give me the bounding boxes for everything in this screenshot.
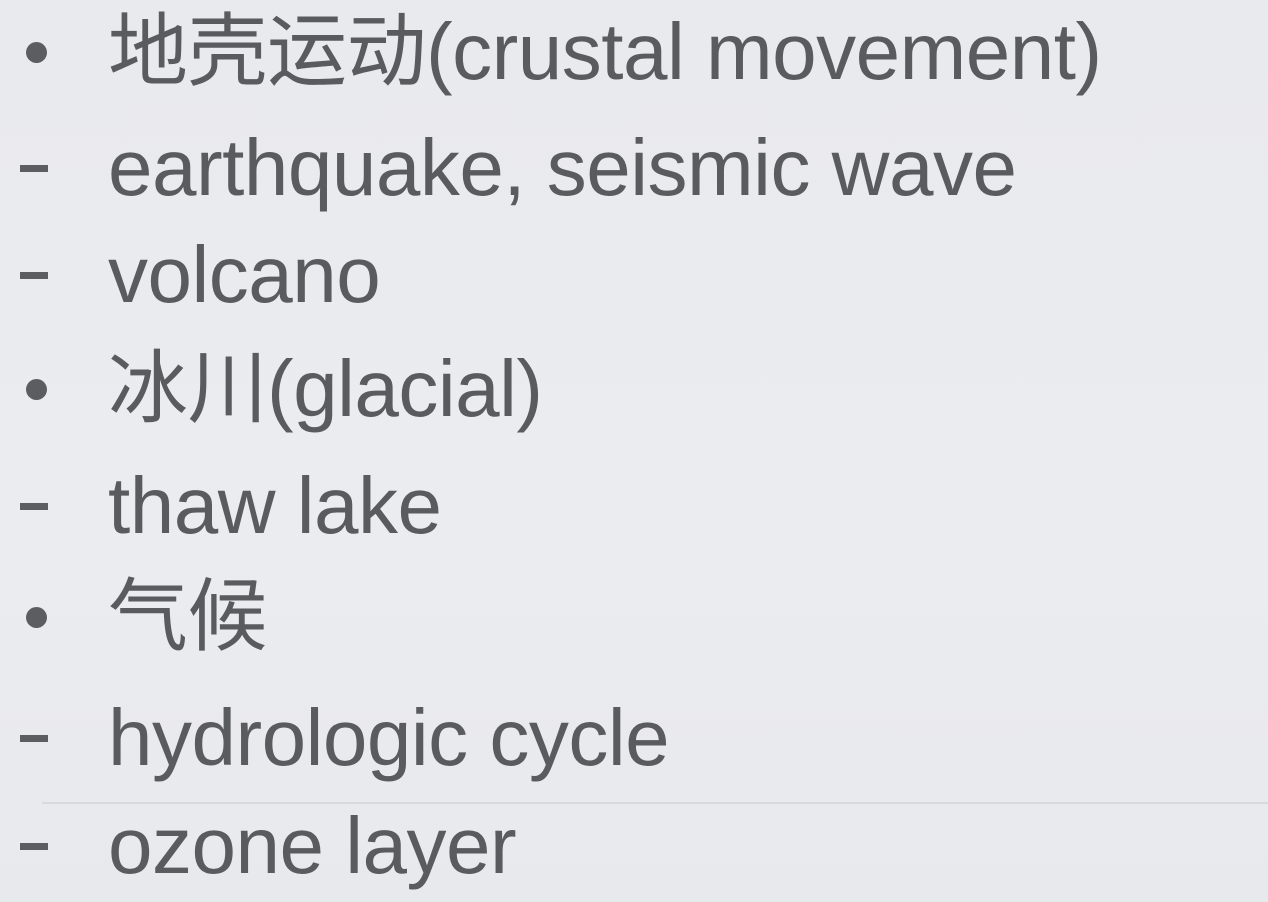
dash-marker <box>0 787 80 902</box>
dash-marker <box>0 447 80 565</box>
divider <box>42 802 1268 804</box>
list-item-text: 地壳运动(crustal movement) <box>108 7 1102 96</box>
list-item-text: ozone layer <box>108 801 517 890</box>
bullet-marker <box>0 558 80 676</box>
list-item-text: 气候 <box>108 572 268 661</box>
bullet-marker <box>0 330 80 448</box>
list-item-text: 冰川(glacial) <box>108 344 543 433</box>
list-item-text: volcano <box>108 230 381 319</box>
dash-marker <box>0 216 80 334</box>
bullet-marker <box>0 0 80 111</box>
dash-marker <box>0 109 80 227</box>
dash-marker <box>0 679 80 797</box>
list-item-text: earthquake, seismic wave <box>108 123 1017 212</box>
list-item-text: hydrologic cycle <box>108 693 670 782</box>
list-item-text: thaw lake <box>108 461 442 550</box>
